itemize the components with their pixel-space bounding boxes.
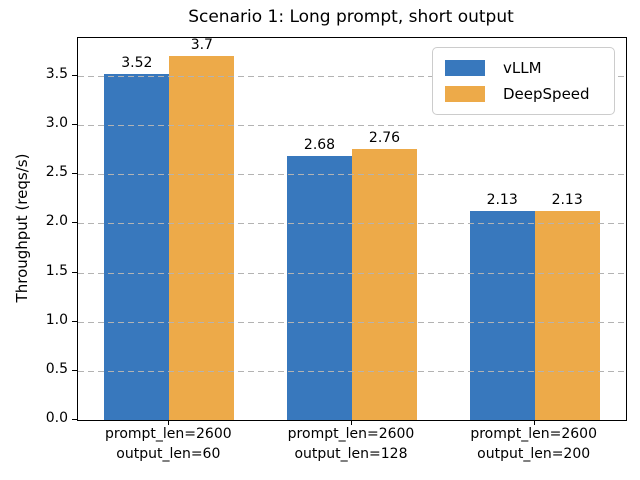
- bar-deepspeed-1: [352, 148, 417, 420]
- xtick-label-1-line-1: output_len=128: [294, 446, 408, 462]
- ytick-mark-1.5: [72, 271, 77, 273]
- ytick-label-1.5: 1.5: [45, 262, 68, 279]
- ytick-label-2.0: 2.0: [45, 213, 68, 230]
- legend: vLLM DeepSpeed: [432, 47, 615, 115]
- value-label-vllm-0: 3.52: [121, 54, 153, 71]
- xtick-mark-2: [533, 420, 535, 425]
- bar-deepspeed-0: [169, 56, 235, 420]
- ytick-mark-0.0: [72, 419, 77, 420]
- xtick-mark-0: [168, 420, 170, 425]
- value-label-deepspeed-1: 2.76: [368, 129, 401, 146]
- ytick-label-1.0: 1.0: [45, 311, 68, 328]
- legend-label-deepspeed: DeepSpeed: [503, 85, 590, 103]
- xtick-label-0-line-0: prompt_len=2600: [105, 426, 232, 442]
- bar-vllm-0: [104, 73, 170, 420]
- ytick-label-0.5: 0.5: [45, 360, 68, 377]
- xtick-label-2: prompt_len=2600 output_len=200: [439, 424, 629, 464]
- ytick-mark-2.5: [72, 173, 77, 175]
- xtick-label-0: prompt_len=2600 output_len=60: [73, 424, 263, 464]
- ytick-mark-3.0: [72, 124, 77, 126]
- ytick-label-0.0: 0.0: [45, 410, 68, 426]
- value-label-deepspeed-2: 2.13: [551, 191, 583, 208]
- xtick-label-1-line-0: prompt_len=2600: [287, 426, 415, 442]
- legend-item-deepspeed: DeepSpeed: [433, 85, 614, 103]
- xtick-label-0-line-1: output_len=60: [116, 446, 221, 462]
- legend-label-vllm: vLLM: [503, 59, 542, 77]
- ytick-label-3.0: 3.0: [45, 115, 68, 132]
- value-label-vllm-2: 2.13: [486, 191, 518, 208]
- bar-vllm-2: [469, 210, 535, 420]
- bar-vllm-1: [287, 156, 352, 420]
- ytick-mark-0.5: [72, 369, 77, 371]
- chart-title: Scenario 1: Long prompt, short output: [188, 7, 514, 27]
- ytick-label-3.5: 3.5: [45, 65, 68, 82]
- bar-deepspeed-2: [534, 210, 600, 420]
- bars-layer: [78, 38, 626, 420]
- xtick-mark-1: [351, 420, 352, 425]
- xtick-label-2-line-1: output_len=200: [477, 446, 591, 462]
- ytick-mark-3.5: [72, 74, 77, 76]
- ytick-mark-1.0: [72, 320, 77, 322]
- xtick-label-2-line-0: prompt_len=2600: [470, 426, 597, 442]
- xtick-label-1: prompt_len=2600 output_len=128: [256, 424, 446, 464]
- value-label-vllm-1: 2.68: [303, 137, 336, 154]
- value-label-deepspeed-0: 3.7: [190, 37, 213, 54]
- ytick-label-2.5: 2.5: [45, 164, 68, 181]
- value-labels-layer: 3.52 2.68 2.13 3.7 2.76 2.13: [78, 37, 626, 420]
- ytick-mark-2.0: [72, 222, 77, 224]
- legend-swatch-deepspeed: [445, 86, 485, 102]
- legend-swatch-vllm: [445, 60, 485, 76]
- legend-item-vllm: vLLM: [433, 59, 614, 77]
